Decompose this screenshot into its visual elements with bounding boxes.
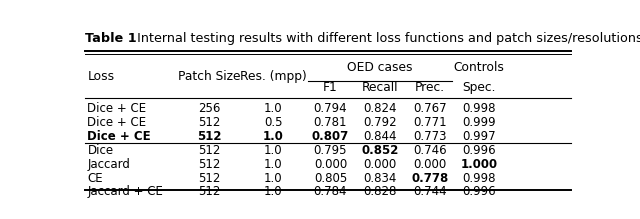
Text: 0.000: 0.000 bbox=[314, 158, 347, 171]
Text: Res. (mpp): Res. (mpp) bbox=[240, 69, 307, 83]
Text: 512: 512 bbox=[196, 130, 221, 143]
Text: Table 1: Table 1 bbox=[85, 32, 136, 45]
Text: 512: 512 bbox=[198, 158, 220, 171]
Text: 256: 256 bbox=[198, 102, 220, 115]
Text: 512: 512 bbox=[198, 185, 220, 198]
Text: 1.0: 1.0 bbox=[264, 185, 283, 198]
Text: 0.828: 0.828 bbox=[364, 185, 397, 198]
Text: 0.000: 0.000 bbox=[364, 158, 397, 171]
Text: 0.784: 0.784 bbox=[314, 185, 348, 198]
Text: 0.999: 0.999 bbox=[463, 116, 496, 129]
Text: 0.767: 0.767 bbox=[413, 102, 447, 115]
Text: 0.824: 0.824 bbox=[364, 102, 397, 115]
Text: 0.805: 0.805 bbox=[314, 171, 347, 185]
Text: Jaccard: Jaccard bbox=[88, 158, 131, 171]
Text: Dice + CE: Dice + CE bbox=[88, 130, 151, 143]
Text: 0.807: 0.807 bbox=[312, 130, 349, 143]
Text: 512: 512 bbox=[198, 171, 220, 185]
Text: 0.998: 0.998 bbox=[463, 102, 496, 115]
Text: 0.5: 0.5 bbox=[264, 116, 283, 129]
Text: OED cases: OED cases bbox=[348, 61, 413, 74]
Text: 1.0: 1.0 bbox=[264, 158, 283, 171]
Text: 0.996: 0.996 bbox=[463, 185, 496, 198]
Text: 0.844: 0.844 bbox=[364, 130, 397, 143]
Text: . Internal testing results with different loss functions and patch sizes/resolut: . Internal testing results with differen… bbox=[129, 32, 640, 45]
Text: 0.771: 0.771 bbox=[413, 116, 447, 129]
Text: 0.795: 0.795 bbox=[314, 144, 348, 157]
Text: 0.996: 0.996 bbox=[463, 144, 496, 157]
Text: Loss: Loss bbox=[88, 69, 115, 83]
Text: Spec.: Spec. bbox=[463, 81, 496, 94]
Text: 0.744: 0.744 bbox=[413, 185, 447, 198]
Text: 0.997: 0.997 bbox=[463, 130, 496, 143]
Text: 1.0: 1.0 bbox=[264, 144, 283, 157]
Text: 0.746: 0.746 bbox=[413, 144, 447, 157]
Text: 0.778: 0.778 bbox=[411, 171, 448, 185]
Text: 1.0: 1.0 bbox=[264, 171, 283, 185]
Text: Patch Size: Patch Size bbox=[178, 69, 240, 83]
Text: Recall: Recall bbox=[362, 81, 398, 94]
Text: CE: CE bbox=[88, 171, 103, 185]
Text: 0.852: 0.852 bbox=[362, 144, 399, 157]
Text: Prec.: Prec. bbox=[415, 81, 445, 94]
Text: F1: F1 bbox=[323, 81, 338, 94]
Text: Controls: Controls bbox=[454, 61, 505, 74]
Text: 0.794: 0.794 bbox=[314, 102, 348, 115]
Text: Dice + CE: Dice + CE bbox=[88, 102, 147, 115]
Text: Dice: Dice bbox=[88, 144, 113, 157]
Text: 512: 512 bbox=[198, 144, 220, 157]
Text: 0.998: 0.998 bbox=[463, 171, 496, 185]
Text: 0.000: 0.000 bbox=[413, 158, 446, 171]
Text: 0.781: 0.781 bbox=[314, 116, 348, 129]
Text: 0.773: 0.773 bbox=[413, 130, 447, 143]
Text: 1.0: 1.0 bbox=[263, 130, 284, 143]
Text: Dice + CE: Dice + CE bbox=[88, 116, 147, 129]
Text: 512: 512 bbox=[198, 116, 220, 129]
Text: 1.000: 1.000 bbox=[461, 158, 498, 171]
Text: 1.0: 1.0 bbox=[264, 102, 283, 115]
Text: 0.792: 0.792 bbox=[364, 116, 397, 129]
Text: 0.834: 0.834 bbox=[364, 171, 397, 185]
Text: Jaccard + CE: Jaccard + CE bbox=[88, 185, 163, 198]
